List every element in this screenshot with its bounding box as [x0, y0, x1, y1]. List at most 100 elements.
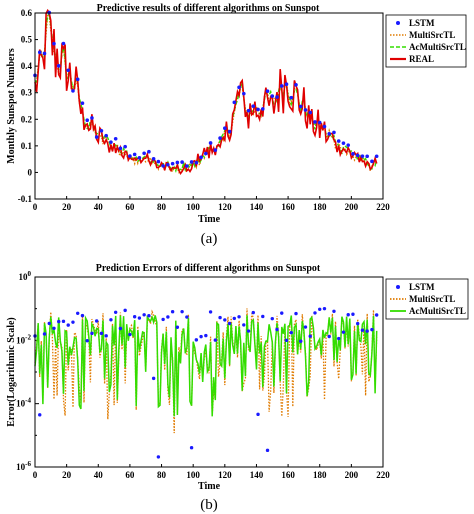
series-point-lstm	[194, 338, 199, 342]
series-point-lstm	[256, 107, 260, 112]
series-point-lstm	[147, 313, 151, 318]
series-point-lstm	[246, 329, 251, 333]
chart-a-xtick-label: 40	[94, 202, 104, 212]
series-point-lstm	[237, 85, 241, 90]
series-point-lstm	[185, 315, 189, 319]
series-point-lstm	[76, 311, 80, 315]
series-point-lstm	[351, 312, 355, 316]
series-point-lstm	[42, 51, 47, 56]
chart-a-ytick-label: -0.1	[18, 194, 33, 204]
series-point-lstm	[57, 319, 61, 324]
chart-b-xtick-label: 100	[186, 470, 200, 480]
series-point-lstm	[223, 126, 227, 131]
series-point-lstm	[52, 41, 56, 46]
chart-a-xtick-label: 200	[345, 202, 359, 212]
series-point-lstm	[313, 311, 317, 315]
series-point-lstm	[351, 152, 355, 156]
series-point-lstm	[170, 161, 175, 166]
series-point-lstm	[99, 128, 104, 133]
chart-b-xlabel: Time	[198, 481, 221, 492]
series-point-lstm	[322, 306, 327, 311]
series-point-lstm	[161, 164, 165, 168]
series-point-lstm	[118, 326, 123, 331]
series-point-lstm	[204, 151, 208, 156]
series-point-lstm	[317, 120, 322, 125]
chart-b-xtick-label: 60	[125, 470, 135, 480]
series-point-lstm	[275, 95, 279, 99]
series-point-lstm	[284, 82, 289, 87]
series-point-lstm	[123, 308, 127, 313]
chart-a-frame	[34, 12, 384, 200]
chart-prediction-errors: Prediction Errors of different algorithm…	[6, 263, 469, 492]
series-point-lstm	[294, 311, 298, 316]
series-point-lstm	[213, 148, 218, 152]
series-point-lstm	[137, 316, 142, 320]
chart-a-xtick-label: 100	[186, 202, 200, 212]
legend-label-lstm: LSTM	[409, 282, 435, 292]
series-point-lstm	[218, 315, 222, 320]
legend-label-real: REAL	[409, 54, 434, 64]
chart-b-xtick-label: 120	[218, 470, 232, 480]
series-point-lstm	[80, 313, 85, 318]
series-point-lstm	[270, 316, 274, 321]
series-point-lstm	[374, 154, 379, 159]
series-point-lstm	[38, 413, 42, 417]
series-point-lstm	[61, 41, 66, 46]
series-point-lstm	[360, 154, 365, 158]
series-point-lstm	[327, 334, 331, 339]
series-point-lstm	[132, 152, 137, 157]
series-point-lstm	[128, 332, 132, 337]
series-point-lstm	[318, 307, 322, 311]
series-point-lstm	[94, 135, 99, 139]
chart-b-xtick-label: 20	[62, 470, 72, 480]
legend-label-acmultisrctl: AcMultiSrcTL	[409, 306, 466, 316]
chart-b-legend: LSTM MultiSrcTL AcMultiSrcTL	[385, 278, 469, 320]
chart-b-xtick-label: 220	[376, 470, 390, 480]
series-point-lstm	[261, 314, 265, 319]
series-point-lstm	[94, 319, 99, 323]
legend-marker-lstm	[396, 21, 400, 25]
series-point-lstm	[71, 320, 75, 324]
series-point-lstm	[161, 317, 165, 322]
series-point-lstm	[208, 141, 213, 145]
series-point-lstm	[251, 104, 256, 108]
series-point-lstm	[118, 146, 123, 151]
series-point-lstm	[194, 160, 199, 165]
series-point-lstm	[322, 124, 327, 129]
series-point-lstm	[370, 159, 374, 164]
chart-b-ytick-label: 100	[19, 270, 32, 282]
chart-a-xtick-label: 80	[157, 202, 167, 212]
series-line-real	[34, 8, 378, 176]
series-point-lstm	[66, 68, 71, 73]
chart-a-xtick-label: 120	[218, 202, 232, 212]
chart-a-ytick-label: 0.3	[21, 88, 33, 98]
chart-b-xtick-label: 140	[250, 470, 264, 480]
chart-a-ytick-label: 0.4	[21, 61, 33, 71]
series-point-lstm	[299, 339, 303, 343]
series-point-lstm	[170, 309, 175, 314]
series-point-lstm	[52, 326, 56, 330]
series-point-lstm	[175, 160, 180, 165]
series-point-lstm	[265, 89, 270, 93]
series-point-lstm	[218, 136, 222, 140]
series-point-lstm	[256, 412, 260, 417]
chart-b-title: Prediction Errors of different algorithm…	[96, 263, 321, 274]
series-point-lstm	[370, 327, 374, 332]
series-point-lstm	[180, 160, 184, 164]
series-point-lstm	[90, 116, 94, 120]
series-point-lstm	[232, 100, 237, 105]
series-point-lstm	[213, 338, 218, 342]
series-line-multisrctl	[34, 14, 378, 174]
legend-marker-lstm	[396, 285, 400, 289]
series-point-lstm	[132, 315, 137, 319]
series-point-lstm	[303, 108, 308, 112]
series-point-lstm	[137, 155, 142, 160]
legend-label-multisrctl: MultiSrcTL	[409, 30, 455, 40]
chart-b-xtick-label: 200	[345, 470, 359, 480]
chart-predictive-results: Predictive results of different algorith…	[6, 3, 467, 225]
series-point-lstm	[280, 311, 284, 315]
series-point-lstm	[355, 153, 360, 158]
chart-a-ylabel: Monthly Sunspot Numbers	[6, 48, 17, 164]
series-point-lstm	[208, 310, 213, 314]
